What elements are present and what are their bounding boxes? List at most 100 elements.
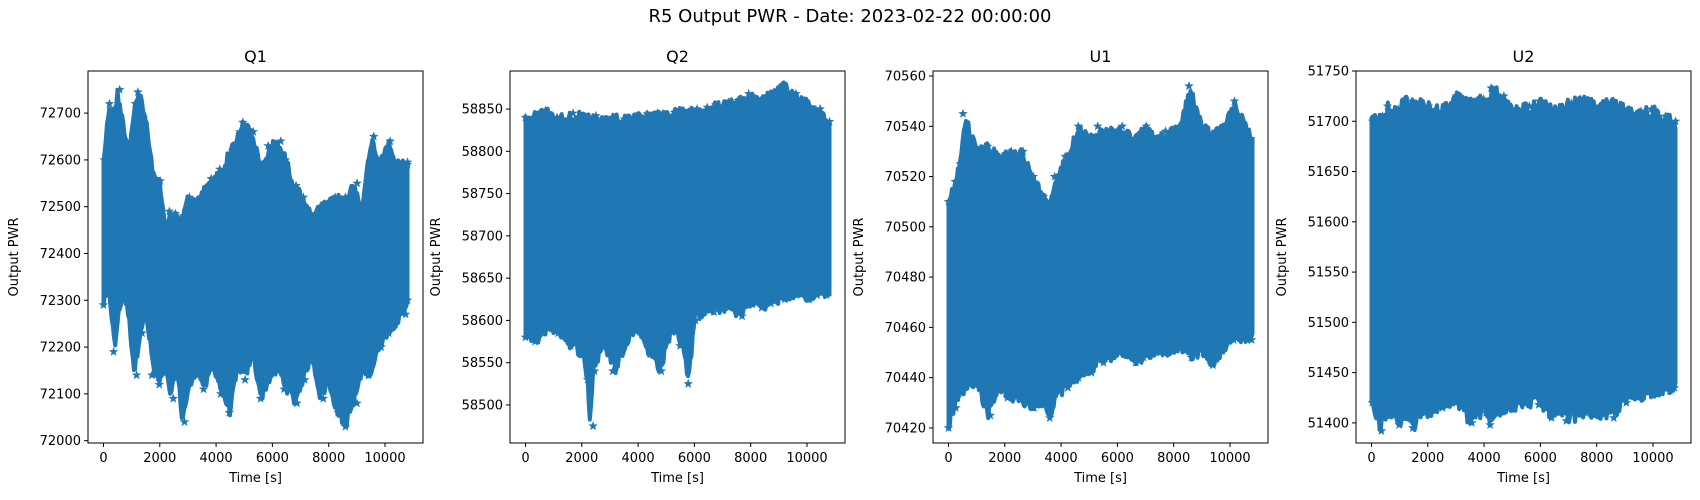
upper-edge-point [360,201,370,211]
lower-edge-point [1437,402,1448,412]
y-tick-label: 51400 [1308,416,1349,431]
upper-edge-point [815,104,825,114]
x-axis-label: Time [s] [1496,471,1550,486]
chart-panel-q2: 0 2000 4000 6000 8000 10000 58500 58550 58600 586… [429,47,846,486]
y-tick-label: 58700 [462,229,503,244]
x-tick-label: 4000 [622,451,655,466]
lower-edge-point [1130,357,1141,367]
x-tick-label: 2000 [565,451,598,466]
upper-edge-point [1049,171,1060,181]
upper-edge-point [194,197,204,207]
x-tick-label: 10000 [1209,451,1250,466]
upper-edge-point [125,145,136,155]
lower-edge-point [1400,412,1410,422]
upper-edge-point [1660,111,1671,121]
upper-edge-point [155,176,165,185]
upper-edge-point [326,197,336,207]
lower-edge-point [1367,397,1377,407]
upper-edge-point [520,112,531,122]
x-axis-label: Time [s] [650,471,704,486]
upper-edge-point [534,108,545,118]
x-tick-label: 2000 [1411,451,1444,466]
lower-edge-point [943,422,954,432]
lower-edge-point [1467,417,1477,427]
x-axis-label: Time [s] [1073,471,1127,486]
y-tick-label: 72000 [40,434,81,449]
upper-edge-point [1439,104,1450,114]
upper-edge-point [1608,96,1619,106]
upper-edge-point [642,109,652,119]
x-tick-label: 8000 [1580,451,1613,466]
x-tick-label: 6000 [1524,451,1557,466]
lower-edge-point [969,377,979,387]
upper-edge-point [1393,104,1403,114]
lower-edge-point [147,370,157,380]
upper-edge-point [702,102,712,112]
upper-edge-point [1382,101,1393,111]
scatter-series-u1 [946,89,1255,431]
lower-edge-point [952,392,963,402]
upper-edge-point [201,183,212,192]
lower-edge-point [1534,399,1544,409]
lower-edge-point [1161,347,1171,357]
lower-edge-point [1451,397,1461,407]
upper-edge-point [1400,94,1411,104]
lower-edge-point [1518,397,1528,407]
lower-edge-point [597,340,607,350]
y-tick-label: 72400 [40,247,81,262]
lower-edge-point [821,290,832,300]
lower-edge-point [1546,412,1557,422]
lower-edge-point [1561,415,1571,425]
upper-edge-point [958,108,968,118]
lower-edge-point [565,340,576,350]
y-axis-label: Output PWR [7,217,22,296]
x-tick-label: 2000 [988,451,1021,466]
upper-edge-point [1160,126,1171,136]
y-tick-label: 72200 [40,341,81,356]
y-tick-label: 58750 [462,187,503,202]
lower-edge-point [232,360,242,370]
upper-edge-point [280,154,291,164]
x-tick-label: 6000 [1101,451,1134,466]
upper-edge-point [769,87,780,97]
lower-edge-point [690,315,701,325]
lower-edge-point [292,398,302,408]
y-tick-label: 70540 [885,120,926,135]
lower-edge-point [305,351,316,361]
x-axis-label: Time [s] [228,471,282,486]
upper-edge-point [711,99,721,109]
x-tick-label: 10000 [786,451,827,466]
lower-edge-point [582,374,593,384]
y-tick-label: 51550 [1308,266,1349,281]
upper-edge-point [1210,126,1220,136]
y-tick-label: 72500 [40,200,81,215]
x-tick-label: 4000 [200,451,233,466]
y-tick-label: 58650 [462,272,503,287]
upper-edge-point [1636,106,1646,116]
upper-edge-point [315,201,325,211]
y-tick-label: 58800 [462,145,503,160]
upper-edge-point [591,110,601,120]
upper-edge-point [1407,96,1417,106]
upper-edge-point [215,164,225,174]
lower-edge-point [1509,402,1519,412]
plot-frame [509,70,846,444]
lower-edge-point [1376,425,1387,435]
x-tick-label: 6000 [678,451,711,466]
lower-edge-point [108,346,119,356]
y-tick-label: 70420 [885,421,926,436]
lower-edge-point [1589,409,1600,419]
lower-edge-point [1208,360,1218,370]
upper-edge-point [1239,121,1250,131]
lower-edge-point [780,294,790,304]
lower-edge-point [951,402,961,412]
y-tick-label: 51600 [1308,215,1349,230]
lower-edge-point [161,365,171,375]
upper-edge-point [256,164,266,174]
lower-edge-point [247,351,257,361]
lower-edge-point [669,323,679,333]
lower-edge-point [553,328,563,338]
upper-edge-point [1184,81,1194,91]
lower-edge-point [333,407,343,417]
upper-edge-point [1028,171,1039,181]
